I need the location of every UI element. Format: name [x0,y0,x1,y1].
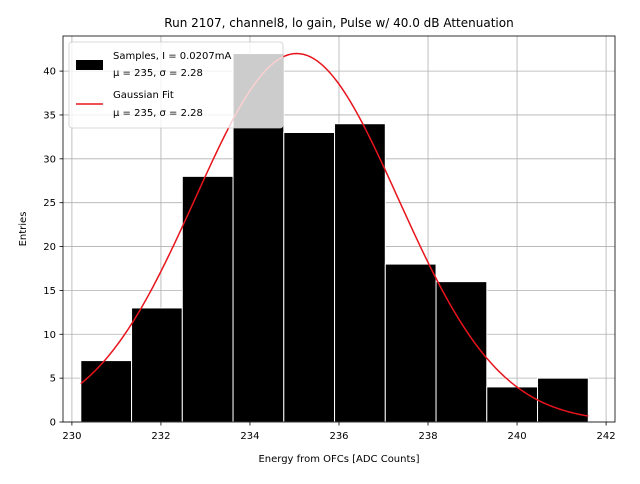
histogram-bar [181,175,234,423]
x-tick-label: 232 [151,431,170,442]
histogram-bar [80,360,133,423]
legend-samples-label: Samples, I = 0.0207mA [113,51,231,62]
x-tick-label: 230 [62,431,81,442]
x-tick-label: 236 [329,431,348,442]
y-tick-label: 10 [43,330,56,341]
y-tick-label: 5 [50,374,56,385]
legend-box [68,41,284,129]
histogram-bar [384,263,437,423]
y-tick-label: 15 [43,286,56,297]
legend-fit-stats: μ = 235, σ = 2.28 [113,108,203,119]
y-axis-label: Entries [18,212,29,247]
histogram-bars [80,53,589,423]
histogram-bar [131,307,183,423]
legend: Samples, I = 0.0207mA μ = 235, σ = 2.28 … [68,41,284,129]
histogram-bar [435,281,488,423]
x-tick-label: 240 [508,431,527,442]
y-tick-label: 30 [43,154,56,165]
histogram-bar [486,386,539,423]
y-tick-label: 20 [43,242,56,253]
x-tick-label: 242 [597,431,616,442]
x-tick-label: 234 [240,431,259,442]
x-axis-label: Energy from OFCs [ADC Counts] [258,454,419,465]
y-tick-label: 40 [43,67,56,78]
histogram-bar [283,132,336,423]
histogram-bar [537,377,589,423]
legend-samples-swatch [76,60,103,70]
legend-samples-stats: μ = 235, σ = 2.28 [113,68,203,79]
y-axis-ticks: 0 5 10 15 20 25 30 35 40 [43,67,63,429]
x-tick-label: 238 [418,431,437,442]
y-tick-label: 25 [43,198,56,209]
histogram-bar [334,123,386,423]
chart-title: Run 2107, channel8, lo gain, Pulse w/ 40… [164,16,513,30]
x-axis-ticks: 230 232 234 236 238 240 242 [62,422,616,442]
y-tick-label: 0 [50,418,56,429]
y-tick-label: 35 [43,110,56,121]
legend-fit-label: Gaussian Fit [113,90,174,101]
gaussian-fit-line [80,52,589,417]
